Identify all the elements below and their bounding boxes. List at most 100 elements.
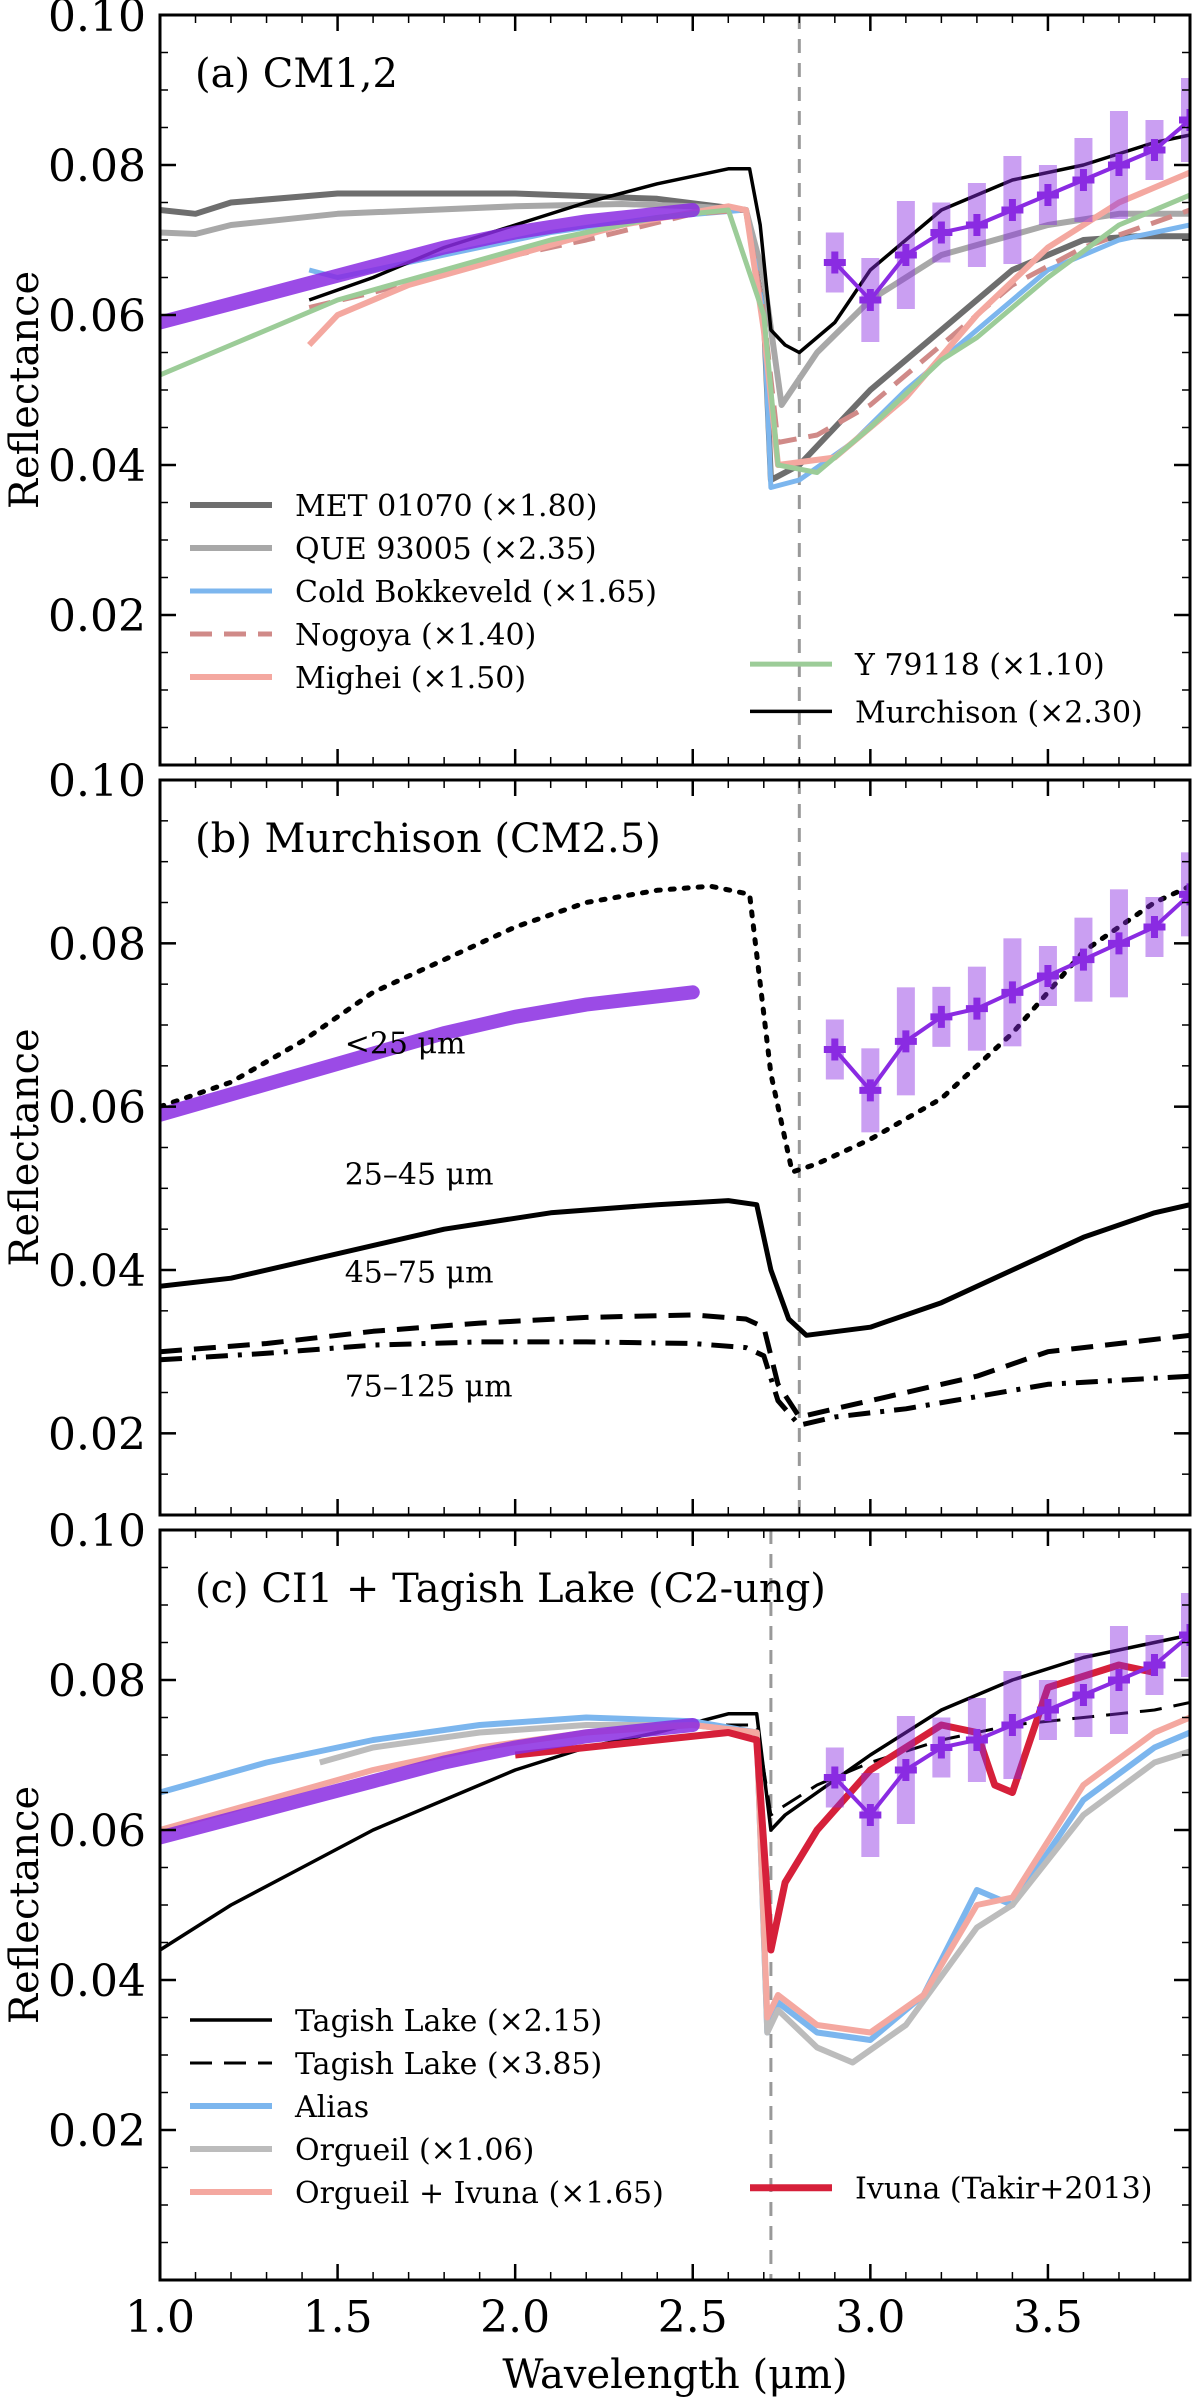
series-line-b-1: [160, 1198, 1190, 1338]
series-line-a-1: [160, 201, 1190, 408]
y-tick-label-a-0: 0.02: [48, 591, 146, 642]
observed-spectrum-b: [160, 852, 1190, 1133]
y-tick-label-b-0: 0.02: [48, 1409, 146, 1460]
observed-point-a-4: [965, 214, 988, 236]
observed-short-band-a: [160, 203, 700, 330]
legend-label-a-4: Mighei (×1.50): [295, 661, 526, 696]
series-line-a-6: [308, 133, 1190, 355]
observed-point-a-10: [1179, 109, 1190, 131]
series-line-b-2: [160, 1312, 1190, 1420]
observed-point-b-3: [930, 1005, 953, 1028]
observed-point-c-6: [1036, 1699, 1059, 1721]
observed-point-c-9: [1143, 1654, 1166, 1676]
observed-point-b-5: [1001, 981, 1024, 1004]
y-axis-label-c: Reflectance: [2, 1786, 48, 2024]
legend-label-c-3: Orgueil (×1.06): [295, 2133, 534, 2168]
y-tick-label-a-3: 0.08: [48, 141, 146, 192]
observed-spectrum-a: [160, 78, 1190, 342]
panel-a: 0.02 0.04 0.06 0.08 0.10 Reflectance (a) CM1,2…: [2, 0, 1192, 767]
legend-label-c-5: Ivuna (Takir+2013): [855, 2172, 1152, 2207]
series-line-a-2: [308, 207, 1190, 490]
y-tick-label-c-4: 0.10: [48, 1506, 146, 1557]
observed-point-a-3: [930, 221, 953, 244]
observed-point-a-8: [1107, 154, 1130, 176]
y-tick-label-a-1: 0.04: [48, 441, 146, 492]
panel-title-a: (a) CM1,2: [195, 51, 398, 97]
observed-point-b-8: [1107, 932, 1130, 955]
series-line-b-3: [160, 1339, 1190, 1428]
observed-point-c-5: [1001, 1714, 1024, 1736]
legend-label-a-3: Nogoya (×1.40): [295, 618, 536, 653]
x-tick-label-c-3: 2.5: [658, 2292, 728, 2343]
series-line-b-0: [160, 883, 1190, 1175]
y-tick-label-a-4: 0.10: [48, 0, 146, 42]
observed-point-b-4: [965, 997, 988, 1020]
y-tick-label-a-2: 0.06: [48, 291, 146, 342]
observed-point-a-1: [859, 289, 882, 311]
y-axis-label-a: Reflectance: [2, 271, 48, 509]
y-tick-label-b-4: 0.10: [48, 756, 146, 807]
series-line-c-2: [160, 1714, 1190, 2043]
observed-point-c-4: [965, 1729, 988, 1751]
observed-point-c-1: [859, 1804, 882, 1826]
observed-point-a-9: [1143, 139, 1166, 161]
panel-c: 1.0 1.5 2.0 2.5 3.0 3.5 0.02 0.04 0.06 0.08 0.10 Re…: [2, 1506, 1192, 2398]
observed-point-c-2: [894, 1759, 917, 1781]
observed-point-a-0: [823, 251, 846, 274]
x-tick-label-c-5: 3.5: [1013, 2292, 1083, 2343]
legend-label-c-1: Tagish Lake (×3.85): [295, 2047, 602, 2082]
observed-point-b-1: [859, 1079, 882, 1102]
panel-title-b: (b) Murchison (CM2.5): [195, 816, 661, 862]
size-annotation-3: 75–125 μm: [345, 1370, 513, 1405]
observed-short-band-b: [160, 985, 700, 1122]
observed-short-band-c: [160, 1718, 700, 1845]
observed-point-c-7: [1072, 1684, 1095, 1706]
legend-c: Tagish Lake (×2.15) Tagish Lake (×3.85) Al…: [190, 2004, 1152, 2211]
series-line-a-4: [307, 169, 1190, 468]
observed-point-b-2: [894, 1030, 917, 1053]
observed-point-c-10: [1179, 1624, 1190, 1646]
x-tick-label-c-4: 3.0: [835, 2292, 905, 2343]
plot-area-b: [160, 780, 1190, 1515]
series-line-c-0: [160, 1633, 1190, 1952]
observed-point-b-7: [1072, 948, 1095, 971]
observed-point-c-3: [930, 1736, 953, 1759]
panel-title-c: (c) CI1 + Tagish Lake (C2-ung): [195, 1566, 826, 1612]
plot-area-a: [160, 15, 1190, 765]
x-tick-label-c-1: 1.5: [303, 2292, 373, 2343]
legend-label-a-6: Murchison (×2.30): [855, 695, 1143, 730]
observed-point-b-9: [1143, 916, 1166, 938]
y-tick-label-c-0: 0.02: [48, 2106, 146, 2157]
legend-label-a-2: Cold Bokkeveld (×1.65): [295, 575, 657, 610]
observed-point-b-10: [1179, 883, 1190, 906]
legend-label-a-1: QUE 93005 (×2.35): [295, 532, 597, 567]
legend-label-c-4: Orgueil + Ivuna (×1.65): [295, 2176, 664, 2211]
observed-point-a-6: [1036, 184, 1059, 206]
plot-area-c: [160, 1530, 1190, 2280]
size-annotation-1: 25–45 μm: [345, 1157, 494, 1192]
y-tick-label-b-3: 0.08: [48, 919, 146, 970]
size-annotation-2: 45–75 μm: [345, 1255, 494, 1290]
legend-a: MET 01070 (×1.80) QUE 93005 (×2.35) Cold B…: [190, 489, 1143, 730]
legend-label-c-0: Tagish Lake (×2.15): [295, 2004, 602, 2039]
legend-label-a-5: Y 79118 (×1.10): [854, 648, 1105, 683]
y-axis-label-b: Reflectance: [2, 1028, 48, 1266]
panel-b: 0.02 0.04 0.06 0.08 0.10 Reflectance (b) Murch…: [2, 756, 1192, 1517]
observed-spectrum-c: [160, 1593, 1190, 1857]
observed-point-b-6: [1036, 965, 1059, 987]
y-tick-label-c-3: 0.08: [48, 1656, 146, 1707]
y-tick-label-c-2: 0.06: [48, 1806, 146, 1857]
x-tick-label-c-2: 2.0: [480, 2292, 550, 2343]
y-tick-label-b-1: 0.04: [48, 1246, 146, 1297]
observed-point-a-2: [894, 244, 917, 266]
x-axis-label: Wavelength (μm): [502, 2352, 847, 2398]
series-line-a-5: [160, 192, 1190, 475]
series-line-c-4: [160, 1714, 1190, 2036]
y-tick-label-c-1: 0.04: [48, 1956, 146, 2007]
observed-point-a-5: [1001, 199, 1024, 221]
observed-point-c-0: [823, 1766, 846, 1789]
y-tick-label-b-2: 0.06: [48, 1083, 146, 1134]
legend-label-c-2: Alias: [294, 2090, 369, 2125]
observed-point-a-7: [1072, 169, 1095, 191]
